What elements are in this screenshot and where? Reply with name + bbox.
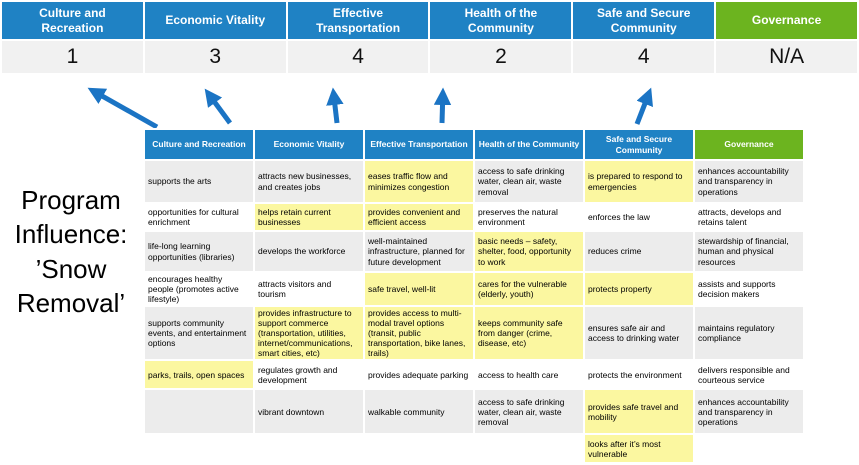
banner-row: Culture and Recreation Economic Vitality E…	[2, 2, 857, 39]
matrix-cell-is-prepared-to-respond-to-emergencies: is prepared to respond to emergencies	[583, 159, 695, 204]
score-value-governance: N/A	[716, 41, 857, 73]
matrix-cell-stewardship-of-financial-human-and-physical-resources: stewardship of financial, human and phys…	[693, 230, 805, 273]
banner-cell-culture-and-recreation: Culture and Recreation	[2, 2, 143, 39]
matrix-cell-access-to-safe-drinking-water-clean-air-waste-removal: access to safe drinking water, clean air…	[473, 159, 585, 204]
matrix-row: looks after it’s most vulnerable	[143, 433, 805, 465]
matrix-cell-provides-infrastructure-to-support-commerce-transportation-utilities-internet-communications-smart-cities-etc: provides infrastructure to support comme…	[253, 305, 365, 362]
arrow-band	[87, 87, 653, 130]
matrix-cell-delivers-responsible-and-courteous-service: delivers responsible and courteous servi…	[693, 359, 805, 391]
matrix-cell-eases-traffic-flow-and-minimizes-congestion: eases traffic flow and minimizes congest…	[363, 159, 475, 204]
up-arrow-icon	[326, 87, 344, 124]
matrix-cell-empty	[143, 388, 255, 436]
matrix-cell-reduces-crime: reduces crime	[583, 230, 695, 273]
matrix-cell-attracts-develops-and-retains-talent: attracts, develops and retains talent	[693, 202, 805, 232]
matrix-cell-well-maintained-infrastructure-planned-for-future-development: well-maintained infrastructure, planned …	[363, 230, 475, 273]
matrix-cell-empty	[143, 433, 255, 465]
matrix-cell-opportunities-for-cultural-enrichment: opportunities for cultural enrichment	[143, 202, 255, 232]
matrix-cell-keeps-community-safe-from-danger-crime-disease-etc: keeps community safe from danger (crime,…	[473, 305, 585, 362]
matrix-header-culture-and-recreation: Culture and Recreation	[143, 128, 255, 161]
matrix-row: opportunities for cultural enrichment hel…	[143, 202, 805, 232]
matrix-cell-provides-access-to-multi-modal-travel-options-transit-public-transportation-bike-lanes-trails: provides access to multi-modal travel op…	[363, 305, 475, 362]
matrix-cell-walkable-community: walkable community	[363, 388, 475, 436]
matrix-header-effective-transportation: Effective Transportation	[363, 128, 475, 161]
matrix-cell-assists-and-supports-decision-makers: assists and supports decision makers	[693, 270, 805, 308]
matrix-cell-cares-for-the-vulnerable-elderly-youth: cares for the vulnerable (elderly, youth…	[473, 270, 585, 308]
matrix-cell-enhances-accountability-and-transparency-in-operations: enhances accountability and transparency…	[693, 159, 805, 204]
matrix-cell-basic-needs-safety-shelter-food-opportunity-to-work: basic needs – safety, shelter, food, opp…	[473, 230, 585, 273]
matrix-row: vibrant downtown walkable community access…	[143, 388, 805, 436]
program-title: Program Influence: ’Snow Removal’	[14, 185, 128, 318]
matrix-cell-empty	[473, 433, 585, 465]
banner-cell-health-of-the-community: Health of the Community	[430, 2, 572, 39]
banner-cell-governance: Governance	[716, 2, 857, 39]
matrix-cell-develops-the-workforce: develops the workforce	[253, 230, 365, 273]
matrix-cell-encourages-healthy-people-promotes-active-lifestyle: encourages healthy people (promotes acti…	[143, 270, 255, 308]
up-arrow-icon	[204, 88, 233, 125]
matrix-cell-enhances-accountability-and-transparency-in-operations: enhances accountability and transparency…	[693, 388, 805, 436]
matrix-cell-empty	[253, 433, 365, 465]
matrix-row: encourages healthy people (promotes acti…	[143, 270, 805, 308]
matrix-row: parks, trails, open spaces regulates grow…	[143, 359, 805, 391]
banner-cell-economic-vitality: Economic Vitality	[144, 2, 286, 39]
matrix-cell-attracts-visitors-and-tourism: attracts visitors and tourism	[253, 270, 365, 308]
matrix-cell-preserves-the-natural-environment: preserves the natural environment	[473, 202, 585, 232]
matrix-cell-ensures-safe-air-and-access-to-drinking-water: ensures safe air and access to drinking …	[583, 305, 695, 362]
matrix-cell-safe-travel-well-lit: safe travel, well-lit	[363, 270, 475, 308]
matrix-header-safe-and-secure-community: Safe and Secure Community	[583, 128, 695, 161]
matrix-row: life-long learning opportunities (librar…	[143, 230, 805, 273]
score-value-effective-transportation: 4	[287, 41, 429, 73]
matrix-cell-life-long-learning-opportunities-libraries: life-long learning opportunities (librar…	[143, 230, 255, 273]
matrix-cell-vibrant-downtown: vibrant downtown	[253, 388, 365, 436]
matrix-cell-helps-retain-current-businesses: helps retain current businesses	[253, 202, 365, 232]
up-arrow-icon	[433, 87, 452, 124]
matrix-cell-provides-safe-travel-and-mobility: provides safe travel and mobility	[583, 388, 695, 436]
matrix-cell-provides-adequate-parking: provides adequate parking	[363, 359, 475, 391]
matrix-cell-supports-community-events-and-entertainment-options: supports community events, and entertain…	[143, 305, 255, 362]
banner-cell-effective-transportation: Effective Transportation	[287, 2, 429, 39]
score-value-safe-and-secure-community: 4	[573, 41, 715, 73]
matrix-cell-enforces-the-law: enforces the law	[583, 202, 695, 232]
matrix-cell-parks-trails-open-spaces: parks, trails, open spaces	[143, 359, 255, 391]
banner-cell-safe-and-secure-community: Safe and Secure Community	[573, 2, 715, 39]
matrix-cell-provides-convenient-and-efficient-access: provides convenient and efficient access	[363, 202, 475, 232]
matrix-header-row: Culture and Recreation Economic Vitality E…	[143, 128, 805, 161]
matrix-row: supports the arts attracts new businesses…	[143, 159, 805, 204]
matrix-cell-maintains-regulatory-compliance: maintains regulatory compliance	[693, 305, 805, 362]
matrix-cell-access-to-health-care: access to health care	[473, 359, 585, 391]
up-arrow-icon	[634, 87, 653, 125]
matrix-cell-attracts-new-businesses-and-creates-jobs: attracts new businesses, and creates job…	[253, 159, 365, 204]
score-row: 1 3 4 2 4 N/A	[2, 41, 857, 73]
matrix-cell-supports-the-arts: supports the arts	[143, 159, 255, 204]
matrix-cell-empty	[363, 433, 475, 465]
matrix-cell-looks-after-it-s-most-vulnerable: looks after it’s most vulnerable	[583, 433, 695, 465]
matrix-header-economic-vitality: Economic Vitality	[253, 128, 365, 161]
matrix-cell-empty	[693, 433, 805, 465]
matrix-header-governance: Governance	[693, 128, 805, 161]
score-value-economic-vitality: 3	[144, 41, 286, 73]
matrix-row: supports community events, and entertain…	[143, 305, 805, 362]
matrix-table: Culture and Recreation Economic Vitality E…	[143, 128, 805, 465]
matrix-cell-protects-property: protects property	[583, 270, 695, 308]
score-value-health-of-the-community: 2	[430, 41, 572, 73]
matrix-cell-regulates-growth-and-development: regulates growth and development	[253, 359, 365, 391]
up-arrow-icon	[87, 87, 159, 130]
matrix-cell-protects-the-environment: protects the environment	[583, 359, 695, 391]
matrix-cell-access-to-safe-drinking-water-clean-air-waste-removal: access to safe drinking water, clean air…	[473, 388, 585, 436]
score-value-culture-and-recreation: 1	[2, 41, 143, 73]
matrix-header-health-of-the-community: Health of the Community	[473, 128, 585, 161]
matrix-body: supports the arts attracts new businesses…	[143, 159, 805, 465]
